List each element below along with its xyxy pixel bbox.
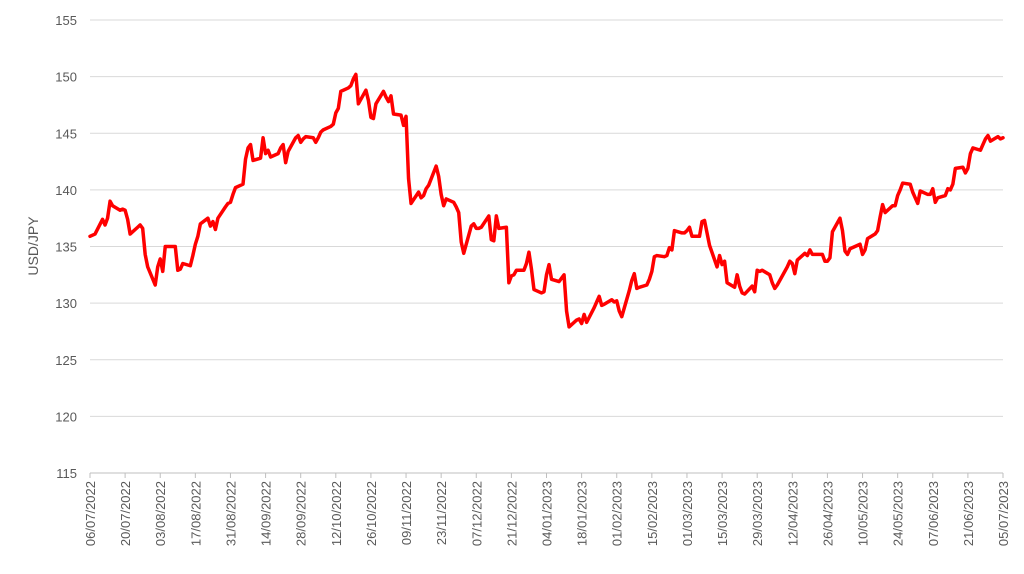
y-tick-label: 115 (56, 466, 77, 481)
y-axis-tick-labels: 115 120 125 130 135 140 145 150 155 (55, 13, 77, 481)
series-layer (88, 72, 1005, 329)
y-tick-label: 150 (55, 70, 77, 85)
x-tick-label: 17/08/2022 (188, 481, 203, 546)
x-tick-label: 05/07/2023 (996, 481, 1011, 546)
usd-jpy-series-line (88, 72, 1005, 329)
x-tick-label: 20/07/2022 (118, 481, 133, 546)
y-tick-label: 125 (55, 353, 77, 368)
x-tick-label: 15/02/2023 (645, 481, 660, 546)
x-tick-label: 03/08/2022 (153, 481, 168, 546)
y-tick-label: 145 (55, 126, 77, 141)
x-tick-label: 15/03/2023 (715, 481, 730, 546)
x-tick-label: 01/03/2023 (680, 481, 695, 546)
x-tick-label: 07/06/2023 (926, 481, 941, 546)
y-tick-label: 140 (55, 183, 77, 198)
x-tick-label: 26/04/2023 (820, 481, 835, 546)
x-tick-label: 01/02/2023 (610, 481, 625, 546)
x-axis (89, 472, 1004, 478)
x-tick-label: 31/08/2022 (223, 481, 238, 546)
x-tick-label: 21/12/2022 (504, 481, 519, 546)
x-tick-label: 18/01/2023 (575, 481, 590, 546)
x-tick-label: 04/01/2023 (540, 481, 555, 546)
x-tick-label: 12/04/2023 (785, 481, 800, 546)
x-tick-label: 07/12/2022 (469, 481, 484, 546)
x-tick-label: 21/06/2023 (961, 481, 976, 546)
x-tick-label: 29/03/2023 (750, 481, 765, 546)
x-tick-label: 23/11/2022 (434, 481, 449, 545)
y-tick-label: 120 (55, 409, 77, 424)
y-axis-title: USD/JPY (25, 216, 41, 276)
x-tick-label: 10/05/2023 (856, 481, 871, 546)
y-tick-label: 135 (55, 240, 77, 255)
x-tick-label: 28/09/2022 (294, 481, 309, 546)
gridlines (90, 19, 1003, 417)
x-tick-label: 12/10/2022 (329, 481, 344, 546)
x-axis-tick-labels: 06/07/2022 20/07/2022 03/08/2022 17/08/2022… (83, 481, 1011, 546)
x-tick-label: 06/07/2022 (83, 481, 98, 546)
x-tick-label: 14/09/2022 (259, 481, 274, 546)
x-tick-label: 26/10/2022 (364, 481, 379, 546)
y-tick-label: 155 (55, 13, 77, 28)
y-tick-label: 130 (55, 296, 77, 311)
x-tick-label: 24/05/2023 (891, 481, 906, 546)
x-tick-label: 09/11/2022 (399, 481, 414, 545)
